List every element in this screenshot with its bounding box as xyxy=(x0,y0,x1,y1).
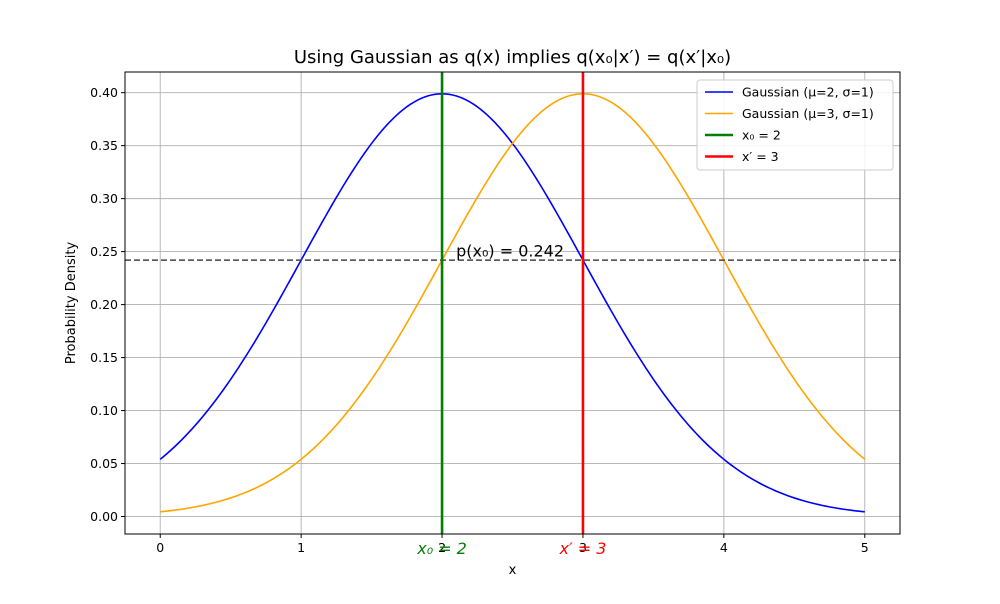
vline-label-1: x₀ = 2 xyxy=(416,539,467,558)
y-tick-label: 0.20 xyxy=(90,297,118,312)
y-tick-label: 0.30 xyxy=(90,191,118,206)
vline-label-2: x′ = 3 xyxy=(559,539,607,558)
series-line-2 xyxy=(160,92,866,513)
x-tick-label: 0 xyxy=(156,540,164,555)
density-annotation: p(x₀) = 0.242 xyxy=(456,242,564,261)
y-tick-label: 0.40 xyxy=(90,85,118,100)
legend-label: x′ = 3 xyxy=(742,149,779,164)
y-tick-label: 0.00 xyxy=(90,509,118,524)
legend: Gaussian (μ=2, σ=1) Gaussian (μ=3, σ=1) x₀… xyxy=(696,79,894,171)
x-axis-label: x xyxy=(509,563,517,578)
y-axis-label: Probability Density xyxy=(64,242,79,365)
x-tick-label: 1 xyxy=(297,540,305,555)
x-tick-label: 3 xyxy=(579,540,587,555)
x-tick-label: 4 xyxy=(720,540,728,555)
legend-frame xyxy=(696,79,894,171)
y-tick-label: 0.25 xyxy=(90,244,118,259)
legend-label: x₀ = 2 xyxy=(742,128,781,143)
x-tick-label: 2 xyxy=(438,540,446,555)
y-tick-label: 0.05 xyxy=(90,456,118,471)
plot-area xyxy=(125,72,900,534)
chart-title: Using Gaussian as q(x) implies q(x₀|x′) … xyxy=(294,47,731,68)
y-tick-label: 0.15 xyxy=(90,350,118,365)
y-tick-label: 0.10 xyxy=(90,403,118,418)
legend-label: Gaussian (μ=2, σ=1) xyxy=(742,85,874,100)
x-tick-label: 5 xyxy=(861,540,869,555)
plot-frame xyxy=(124,71,901,535)
y-tick-label: 0.35 xyxy=(90,138,118,153)
legend-label: Gaussian (μ=3, σ=1) xyxy=(742,106,874,121)
annotations: x₀ = 2 x′ = 3 p(x₀) = 0.242 xyxy=(416,242,606,558)
axis-ticks: 0 1 2 3 4 5 0.00 0.05 0.10 0.15 0.20 0.25 0.30 0.35 0.… xyxy=(90,85,869,555)
